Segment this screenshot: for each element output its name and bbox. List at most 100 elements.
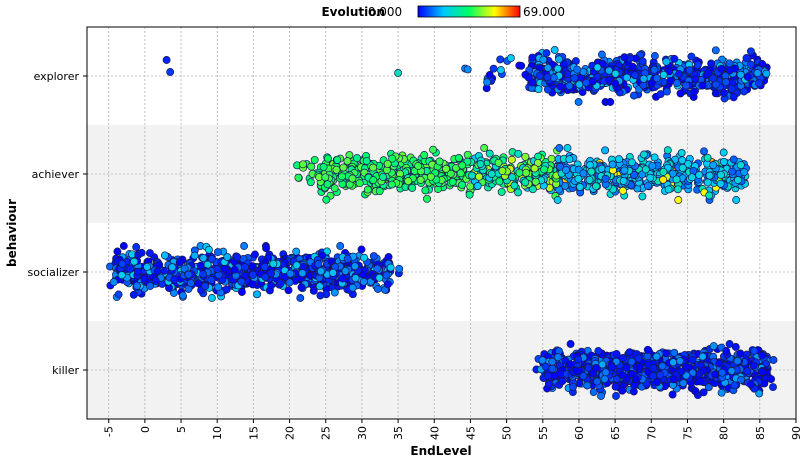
data-point [611, 69, 620, 78]
data-point [627, 369, 636, 378]
data-point [113, 247, 122, 256]
data-point [556, 82, 565, 91]
data-point [341, 267, 350, 275]
data-point [605, 66, 614, 75]
data-point [700, 147, 708, 156]
data-point [668, 390, 677, 399]
data-point [133, 281, 141, 290]
data-point [475, 172, 484, 181]
data-point [199, 254, 208, 263]
data-point [638, 57, 647, 66]
data-point [684, 159, 692, 168]
data-point [758, 367, 766, 376]
data-point [601, 146, 610, 155]
data-point [286, 269, 295, 278]
data-point [528, 185, 537, 194]
data-point [717, 64, 726, 73]
data-point [729, 93, 738, 102]
data-point [205, 245, 213, 254]
data-point [162, 56, 171, 64]
x-tick-label: 85 [754, 426, 767, 440]
data-point [607, 363, 616, 372]
data-point [746, 380, 755, 389]
data-point [126, 264, 135, 273]
data-point [743, 72, 752, 81]
data-point [729, 155, 738, 164]
data-point [375, 187, 384, 196]
data-point [294, 173, 303, 182]
data-point [652, 352, 661, 361]
x-tick-label: 25 [320, 426, 333, 440]
data-point [548, 364, 557, 373]
data-point [587, 167, 596, 176]
data-point [214, 283, 223, 292]
data-point [175, 258, 184, 267]
data-points [106, 46, 778, 400]
data-point [550, 46, 559, 54]
data-point [423, 194, 431, 203]
data-point [709, 161, 718, 170]
color-legend: Evolution 0.000 69.000 [321, 5, 565, 19]
x-tick-label: 60 [573, 426, 586, 440]
data-point [553, 196, 562, 204]
data-point [585, 175, 594, 184]
data-point [137, 248, 146, 257]
y-axis-title: behaviour [5, 199, 19, 267]
data-point [732, 196, 741, 204]
data-point [497, 187, 506, 196]
data-point [184, 270, 193, 279]
data-point [485, 149, 494, 158]
data-point [375, 273, 384, 282]
data-point [330, 288, 339, 297]
data-point [262, 244, 271, 253]
data-point [514, 149, 523, 158]
data-point [592, 182, 601, 191]
data-point [196, 261, 205, 270]
data-point [639, 150, 648, 159]
data-point [711, 370, 720, 379]
data-point [109, 278, 118, 287]
x-tick-label: 15 [247, 426, 260, 440]
data-point [652, 74, 661, 83]
x-tick-label: 20 [284, 426, 297, 440]
y-tick-label-explorer: explorer [34, 70, 80, 83]
data-point [682, 81, 691, 90]
data-point [521, 152, 530, 161]
data-point [129, 290, 138, 299]
data-point [715, 359, 724, 368]
data-point [448, 177, 457, 186]
data-point [592, 364, 601, 372]
data-point [576, 183, 584, 191]
data-point [114, 290, 123, 299]
data-point [627, 158, 636, 167]
data-point [495, 177, 504, 186]
data-point [649, 371, 658, 380]
data-point [559, 60, 568, 69]
data-point [563, 144, 572, 152]
data-point [691, 74, 700, 83]
data-point [241, 263, 250, 272]
data-point [383, 159, 392, 168]
data-point [554, 353, 562, 362]
data-point [540, 165, 549, 174]
data-point [659, 175, 668, 184]
data-point [659, 70, 668, 79]
data-point [598, 360, 607, 369]
data-point [363, 185, 372, 194]
data-point [321, 173, 330, 182]
data-point [611, 79, 620, 88]
data-point [562, 166, 570, 175]
data-point [151, 277, 160, 286]
data-point [658, 362, 667, 371]
data-point [213, 265, 222, 273]
data-point [442, 164, 451, 173]
data-point [285, 278, 294, 287]
data-point [594, 347, 603, 355]
data-point [207, 294, 216, 302]
data-point [758, 351, 767, 360]
data-point [736, 349, 745, 358]
data-point [769, 383, 777, 392]
data-point [166, 68, 175, 76]
data-point [510, 181, 519, 190]
data-point [575, 80, 584, 89]
